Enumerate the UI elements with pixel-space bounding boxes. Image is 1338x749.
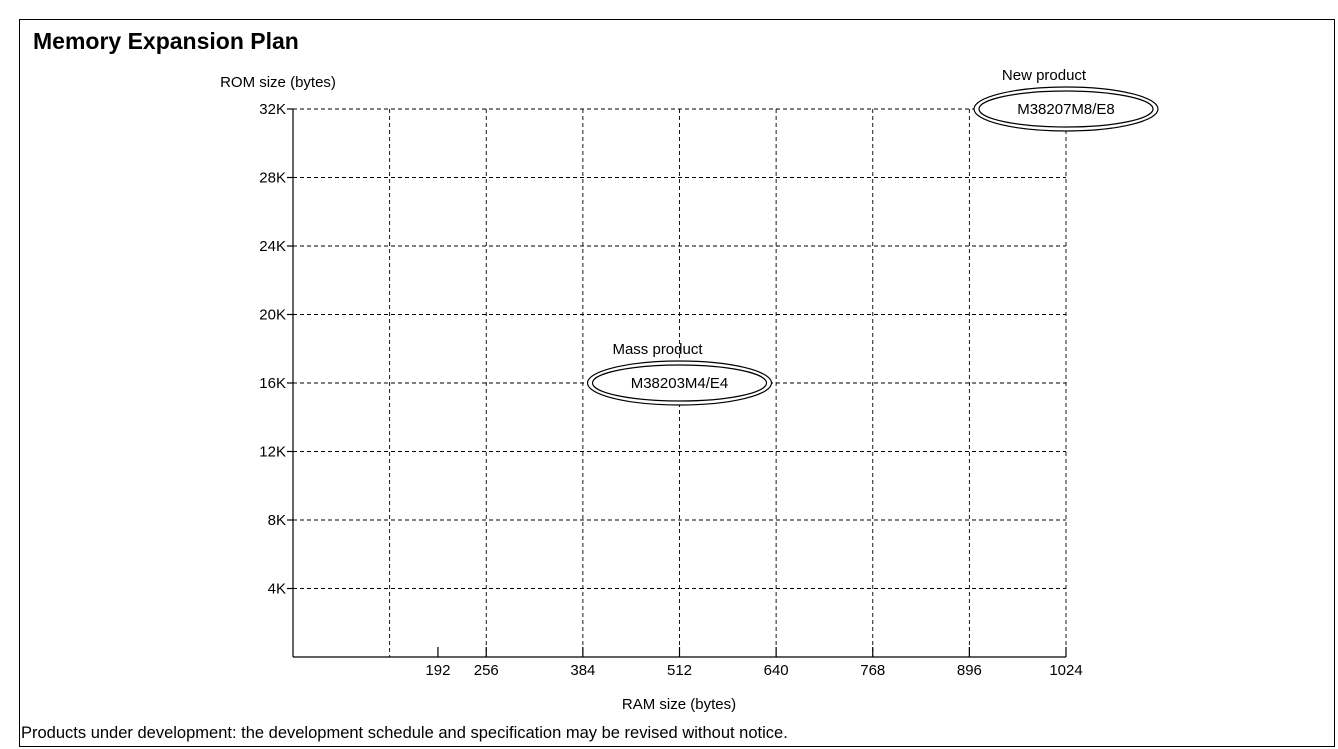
x-tick-label: 256 [474, 662, 499, 679]
product-status-label: New product [1002, 67, 1087, 84]
x-tick-label: 768 [860, 662, 885, 679]
page-title: Memory Expansion Plan [33, 28, 299, 54]
products-layer: M38203M4/E4 Mass product M38207M8/E8 New pr… [586, 67, 1159, 406]
ticks-layer: 4K 8K 12K 16K 20K 24K 28K 32K 192 256 384 512 640 768… [259, 101, 1082, 679]
product-outer-ellipse [973, 86, 1159, 132]
product-marker: M38203M4/E4 Mass product [586, 341, 773, 406]
y-tick-label: 28K [259, 170, 286, 187]
x-tick-label: 640 [764, 662, 789, 679]
grid-layer [293, 108, 1067, 657]
x-tick-label: 192 [425, 662, 450, 679]
y-tick-label: 32K [259, 101, 286, 118]
y-tick-label: 20K [259, 307, 286, 324]
y-tick-label: 8K [268, 512, 286, 529]
figure-frame [19, 19, 1335, 747]
y-tick-label: 24K [259, 238, 286, 255]
y-tick-label: 4K [268, 581, 286, 598]
product-label: M38203M4/E4 [631, 375, 729, 392]
product-outer-ellipse [586, 360, 773, 406]
x-tick-label: 1024 [1049, 662, 1082, 679]
footnote: Products under development: the developm… [21, 724, 788, 742]
y-axis-label: ROM size (bytes) [220, 74, 336, 91]
x-tick-label: 512 [667, 662, 692, 679]
product-status-label: Mass product [612, 341, 703, 358]
product-inner-ellipse [978, 90, 1154, 128]
y-tick-label: 16K [259, 375, 286, 392]
product-label: M38207M8/E8 [1017, 101, 1115, 118]
x-tick-label: 384 [570, 662, 595, 679]
product-inner-ellipse [591, 364, 768, 402]
x-axis-label: RAM size (bytes) [622, 696, 736, 713]
x-tick-label: 896 [957, 662, 982, 679]
product-marker: M38207M8/E8 New product [973, 67, 1159, 132]
y-tick-label: 12K [259, 444, 286, 461]
